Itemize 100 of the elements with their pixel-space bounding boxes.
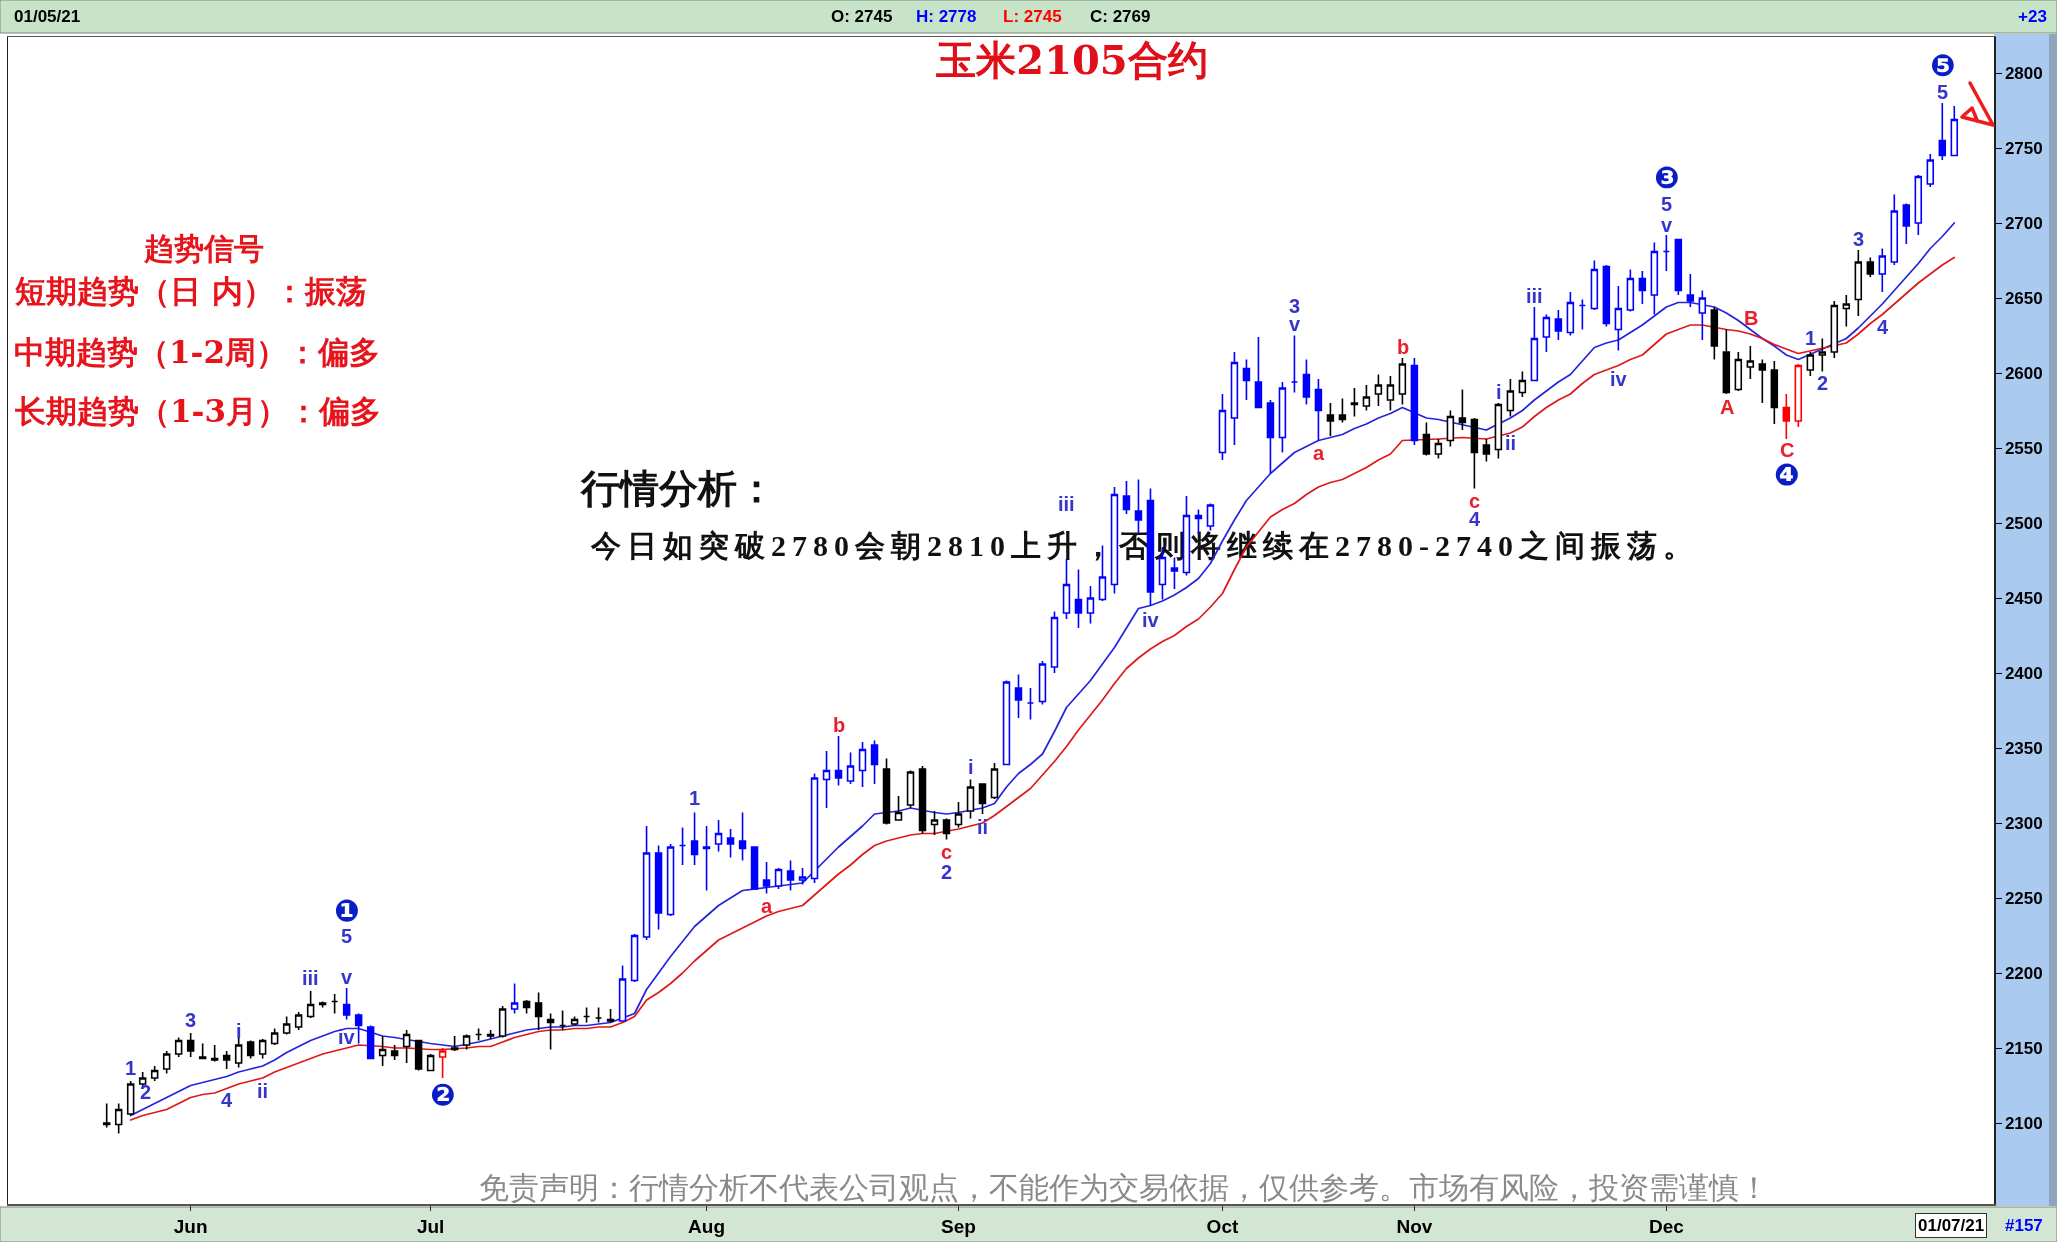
candlestick bbox=[1686, 273, 1695, 308]
candlestick bbox=[1242, 358, 1251, 401]
annotation: 1 bbox=[1805, 327, 1817, 349]
annotation: 5 bbox=[1661, 193, 1673, 215]
candlestick bbox=[1566, 291, 1575, 337]
candlestick bbox=[1254, 336, 1263, 409]
annotation: iii bbox=[1058, 493, 1075, 515]
candlestick bbox=[1110, 486, 1119, 595]
annotation: 中期趋势（1-2周）：偏多 bbox=[14, 334, 381, 370]
text: #157 bbox=[2005, 1216, 2043, 1235]
candlestick bbox=[642, 825, 651, 941]
text: C: 2769 bbox=[1090, 7, 1151, 26]
candlestick bbox=[1734, 351, 1743, 392]
candlestick bbox=[366, 1024, 375, 1060]
x-tick-label: Jun bbox=[173, 1216, 208, 1238]
candlestick bbox=[714, 819, 723, 853]
candlestick bbox=[930, 810, 939, 836]
y-tick-label: 2700 bbox=[2004, 213, 2043, 233]
candlestick bbox=[414, 1039, 423, 1072]
text: L: 2745 bbox=[1003, 7, 1062, 26]
y-tick-label: 2750 bbox=[2004, 138, 2043, 158]
text: H: 2778 bbox=[916, 7, 977, 26]
candlestick bbox=[618, 964, 627, 1022]
candlestick bbox=[534, 991, 543, 1031]
y-tick-label: 2400 bbox=[2004, 663, 2043, 683]
annotation: i bbox=[1496, 381, 1502, 403]
candlestick bbox=[870, 739, 879, 785]
candlestick bbox=[1422, 421, 1431, 457]
candlestick bbox=[390, 1044, 399, 1061]
annotation: v bbox=[1661, 214, 1673, 236]
candlestick bbox=[1482, 438, 1491, 463]
annotation: ❸ bbox=[1654, 161, 1680, 194]
candlestick bbox=[1050, 610, 1059, 674]
candlestick bbox=[1890, 193, 1899, 266]
x-tick-label: Oct bbox=[1206, 1216, 1239, 1238]
annotation: 5 bbox=[1937, 81, 1949, 103]
candlestick bbox=[894, 795, 903, 821]
candlestick bbox=[162, 1050, 171, 1075]
chart-title: 玉米2105合约 bbox=[935, 36, 1208, 83]
candlestick bbox=[234, 1036, 243, 1069]
annotation: iv bbox=[338, 1026, 356, 1048]
annotation: B bbox=[1744, 307, 1759, 329]
annotation: 短期趋势（日 内）：振荡 bbox=[14, 273, 367, 309]
y-tick-label: 2450 bbox=[2004, 588, 2043, 608]
candlestick bbox=[1794, 363, 1803, 428]
candlestick bbox=[222, 1050, 231, 1070]
candlestick bbox=[150, 1065, 159, 1082]
annotation: 行情分析： bbox=[579, 465, 776, 511]
candlestick bbox=[1266, 399, 1275, 475]
candlestick bbox=[1074, 568, 1083, 629]
annotation: ❶ bbox=[334, 894, 360, 927]
annotation: ❹ bbox=[1774, 458, 1800, 491]
y-tick-label: 2350 bbox=[2004, 738, 2043, 758]
candlestick bbox=[1086, 585, 1095, 625]
candlestick bbox=[354, 1012, 363, 1045]
candlestick bbox=[186, 1032, 195, 1058]
candlestick bbox=[810, 772, 819, 884]
candlestick bbox=[282, 1015, 291, 1036]
candlestick bbox=[1782, 393, 1791, 440]
x-tick-label: Jul bbox=[416, 1216, 445, 1238]
annotation: iii bbox=[302, 967, 319, 989]
annotation: ❷ bbox=[430, 1078, 456, 1111]
candlestick bbox=[558, 1009, 567, 1031]
x-tick-label: Aug bbox=[688, 1216, 726, 1238]
annotation: A bbox=[1720, 396, 1735, 418]
candlestick bbox=[1926, 153, 1935, 188]
annotation: 3 bbox=[185, 1009, 197, 1031]
candlestick bbox=[1122, 480, 1131, 515]
candlestick bbox=[1554, 309, 1563, 341]
candlestick bbox=[1614, 285, 1623, 352]
annotation: 1 bbox=[125, 1057, 137, 1079]
annotation: iii bbox=[1526, 285, 1543, 307]
candlestick bbox=[1578, 298, 1587, 331]
candlestick bbox=[246, 1039, 255, 1060]
candlestick bbox=[1290, 334, 1299, 394]
x-tick-label: Sep bbox=[941, 1216, 976, 1238]
annotation: iv bbox=[1142, 609, 1160, 631]
candlestick bbox=[1878, 247, 1887, 293]
annotation: b bbox=[833, 714, 846, 736]
x-tick-label: Nov bbox=[1396, 1216, 1433, 1238]
y-tick-label: 2800 bbox=[2004, 63, 2043, 83]
candlestick bbox=[306, 990, 315, 1019]
candlestick bbox=[210, 1044, 219, 1063]
candlestick bbox=[846, 751, 855, 785]
candlestick bbox=[1374, 373, 1383, 407]
candlestick bbox=[822, 750, 831, 809]
annotation: ❺ bbox=[1930, 49, 1956, 82]
text: 01/07/21 bbox=[1918, 1216, 1985, 1235]
candlestick bbox=[510, 982, 519, 1015]
candlestick bbox=[1350, 387, 1359, 418]
candlestick bbox=[678, 826, 687, 866]
candlestick bbox=[474, 1027, 483, 1042]
candlestick bbox=[834, 735, 843, 787]
y-tick-label: 2300 bbox=[2004, 813, 2043, 833]
candlestick bbox=[1182, 495, 1191, 577]
annotation: 长期趋势（1-3月）：偏多 bbox=[14, 393, 382, 429]
annotation: v bbox=[341, 966, 353, 988]
annotation: 2 bbox=[140, 1081, 152, 1103]
candlestick bbox=[942, 817, 951, 841]
candlestick bbox=[1362, 384, 1371, 412]
